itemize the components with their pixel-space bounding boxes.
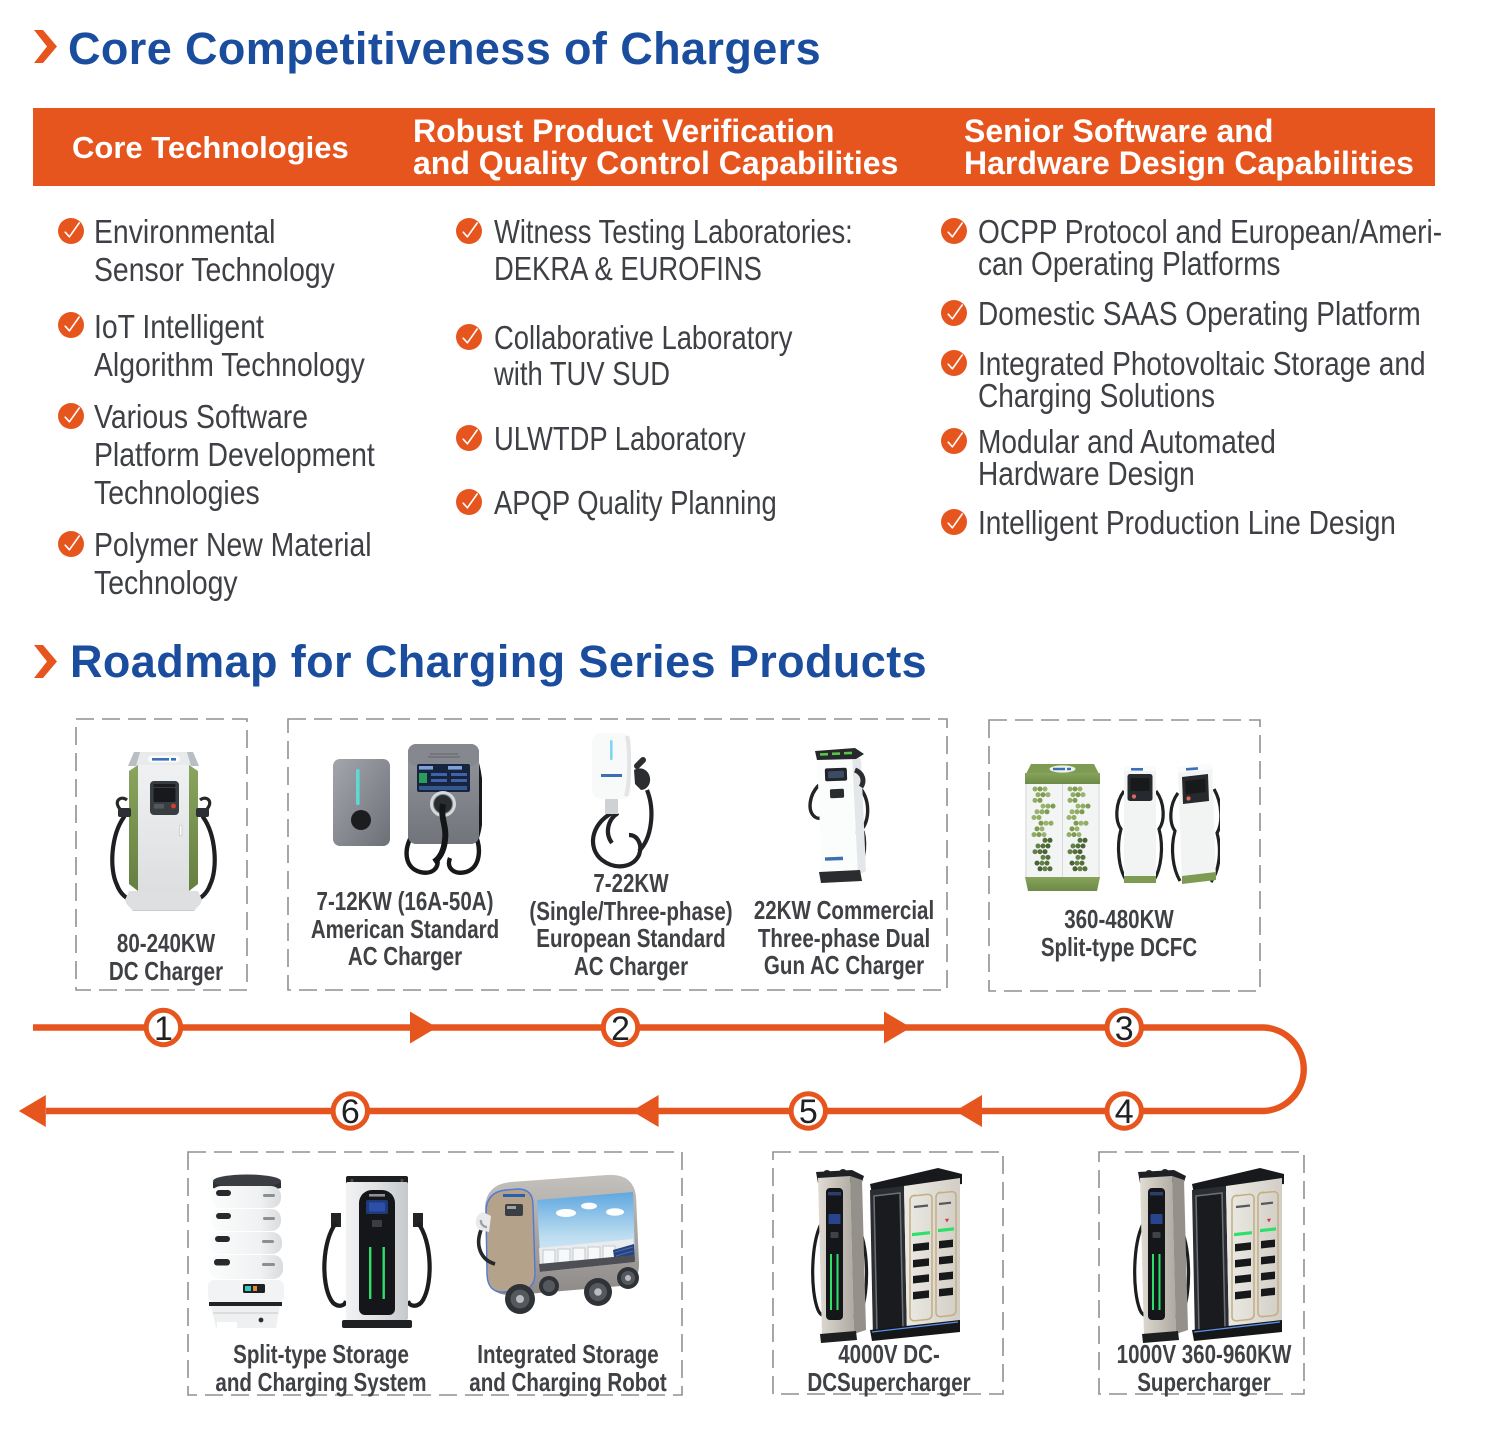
svg-text:6: 6 — [341, 1093, 360, 1131]
svg-text:5: 5 — [799, 1093, 818, 1131]
svg-text:4: 4 — [1115, 1093, 1134, 1131]
svg-text:3: 3 — [1115, 1010, 1134, 1048]
svg-text:2: 2 — [611, 1010, 630, 1048]
svg-text:1: 1 — [154, 1010, 173, 1048]
